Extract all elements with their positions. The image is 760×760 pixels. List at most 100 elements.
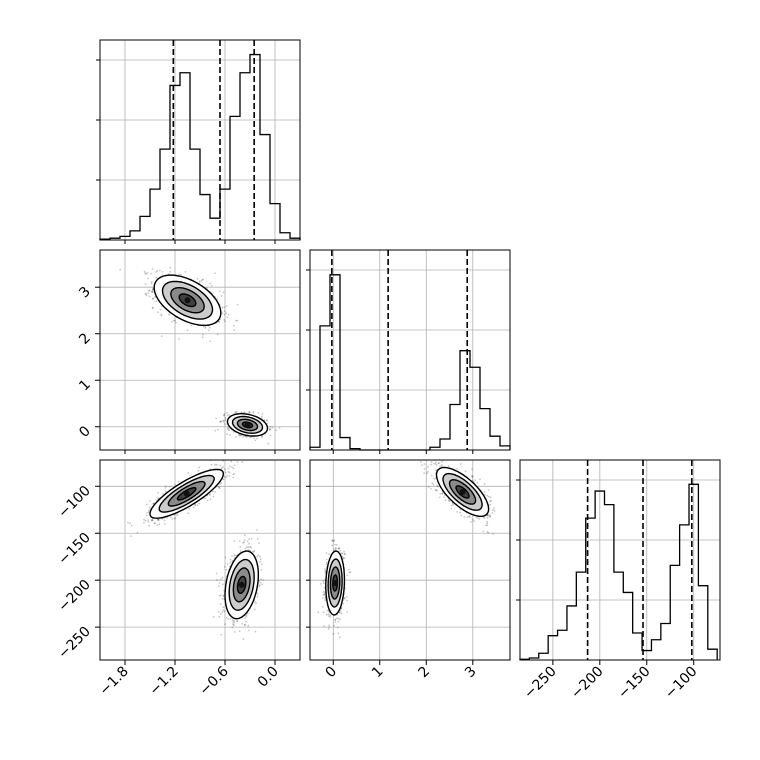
sample-point — [256, 538, 259, 540]
sample-point — [435, 461, 437, 464]
sample-point — [234, 412, 237, 414]
sample-point — [198, 502, 201, 505]
sample-point — [220, 481, 223, 484]
sample-point — [340, 612, 343, 615]
sample-point — [219, 603, 222, 605]
sample-point — [227, 426, 229, 429]
sample-point — [232, 473, 235, 476]
sample-point — [332, 540, 335, 543]
sample-point — [333, 624, 336, 627]
sample-point — [204, 325, 207, 328]
sample-point — [214, 272, 216, 275]
sample-point — [259, 558, 262, 561]
sample-point — [486, 494, 489, 497]
sample-point — [334, 543, 336, 546]
sample-point — [222, 478, 225, 481]
sample-point — [152, 297, 155, 300]
sample-point — [147, 277, 149, 280]
sample-point — [452, 503, 454, 506]
sample-point — [322, 594, 325, 596]
sample-point — [209, 282, 212, 285]
sample-point — [187, 512, 190, 515]
sample-point — [348, 568, 350, 571]
sample-point — [218, 615, 221, 618]
sample-point — [233, 472, 236, 475]
sample-point — [256, 555, 259, 558]
sample-point — [171, 517, 174, 520]
sample-point — [222, 594, 225, 597]
sample-point — [153, 522, 156, 525]
sample-point — [206, 499, 209, 502]
sample-point — [429, 455, 431, 457]
sample-point — [164, 523, 166, 525]
sample-point — [161, 271, 164, 273]
sample-point — [144, 283, 147, 285]
sample-point — [220, 633, 223, 636]
sample-point — [261, 413, 264, 415]
sample-point — [241, 461, 244, 464]
sample-point — [201, 278, 204, 281]
sample-point — [493, 507, 495, 510]
sample-point — [245, 435, 248, 438]
sample-point — [486, 522, 488, 525]
sample-point — [233, 464, 236, 467]
sample-point — [421, 464, 423, 466]
sample-point — [143, 518, 145, 521]
sample-point — [190, 324, 193, 327]
sample-point — [184, 271, 187, 273]
sample-point — [236, 411, 238, 413]
sample-point — [225, 312, 228, 314]
sample-point — [217, 611, 220, 613]
sample-point — [459, 463, 462, 465]
sample-point — [210, 284, 213, 287]
sample-point — [491, 509, 494, 512]
sample-point — [227, 470, 230, 473]
sample-point — [430, 461, 433, 464]
sample-point — [130, 524, 133, 527]
sample-point — [486, 516, 489, 519]
sample-point — [268, 428, 271, 431]
sample-point — [218, 321, 221, 323]
sample-point — [328, 615, 330, 618]
sample-point — [256, 437, 258, 440]
sample-point — [162, 493, 164, 495]
sample-point — [261, 435, 264, 438]
sample-point — [151, 289, 154, 291]
sample-point — [476, 482, 479, 484]
sample-point — [220, 594, 222, 597]
sample-point — [228, 475, 231, 477]
sample-point — [148, 509, 151, 512]
sample-point — [215, 572, 218, 575]
sample-point — [225, 305, 228, 307]
sample-point — [201, 336, 204, 339]
sample-point — [157, 519, 160, 521]
sample-point — [219, 613, 222, 616]
sample-point — [221, 583, 224, 586]
sample-point — [247, 624, 250, 627]
sample-point — [243, 411, 246, 413]
sample-point — [188, 507, 191, 510]
sample-point — [326, 609, 329, 612]
sample-point — [151, 519, 154, 522]
sample-point — [152, 502, 155, 505]
sample-point — [335, 617, 338, 620]
sample-point — [248, 629, 250, 632]
sample-point — [222, 595, 225, 597]
sample-point — [226, 412, 228, 414]
sample-point — [334, 618, 337, 621]
sample-point — [209, 498, 212, 501]
sample-point — [436, 484, 438, 487]
sample-point — [259, 560, 262, 563]
sample-point — [175, 514, 178, 517]
sample-point — [249, 436, 252, 439]
sample-point — [471, 479, 474, 482]
sample-point — [148, 295, 151, 298]
sample-point — [197, 469, 200, 472]
sample-point — [423, 463, 426, 465]
sample-point — [227, 467, 230, 470]
sample-point — [427, 466, 430, 468]
sample-point — [229, 561, 232, 564]
sample-point — [473, 520, 475, 523]
sample-point — [253, 608, 256, 611]
sample-point — [167, 273, 170, 275]
